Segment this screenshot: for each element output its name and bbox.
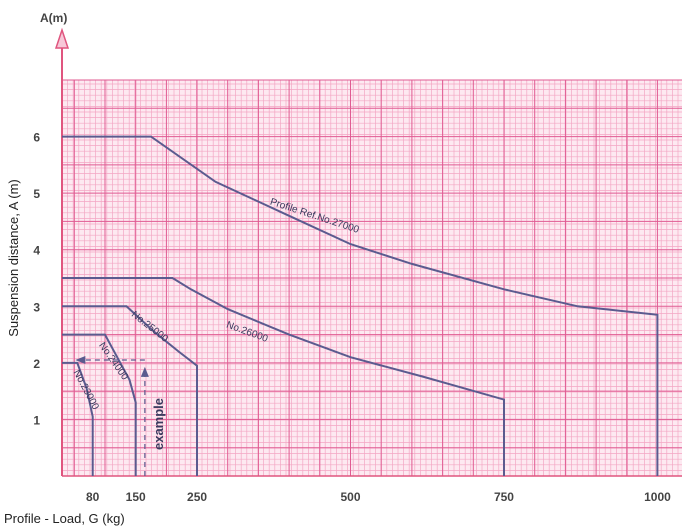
y-tick-label: 6 — [33, 131, 40, 145]
series-line — [62, 361, 94, 476]
y-axis-unit-label: A(m) — [40, 11, 67, 25]
y-tick-label: 4 — [33, 244, 40, 258]
y-tick-label: 2 — [33, 357, 40, 371]
y-tick-label: 1 — [33, 413, 40, 427]
x-tick-label: 80 — [86, 490, 100, 504]
example-up-arrow-icon — [140, 366, 149, 377]
x-tick-label: 500 — [340, 490, 360, 504]
series-line — [62, 135, 659, 476]
curves — [62, 135, 659, 476]
axes — [54, 27, 682, 477]
y-axis-arrow-icon — [54, 27, 70, 49]
x-tick-label: 1000 — [644, 490, 671, 504]
y-tick-label: 3 — [33, 300, 40, 314]
series-line — [62, 277, 505, 476]
series-line — [62, 333, 137, 476]
y-axis-title: Suspension distance, A (m) — [6, 179, 21, 337]
x-tick-label: 750 — [494, 490, 514, 504]
x-tick-label: 250 — [187, 490, 207, 504]
y-tick-label: 5 — [33, 187, 40, 201]
x-tick-label: 150 — [126, 490, 146, 504]
x-axis-title: Profile - Load, G (kg) — [4, 511, 125, 526]
example-label: example — [151, 398, 166, 450]
series-line — [62, 305, 198, 476]
example-left-arrow-icon — [75, 356, 86, 365]
